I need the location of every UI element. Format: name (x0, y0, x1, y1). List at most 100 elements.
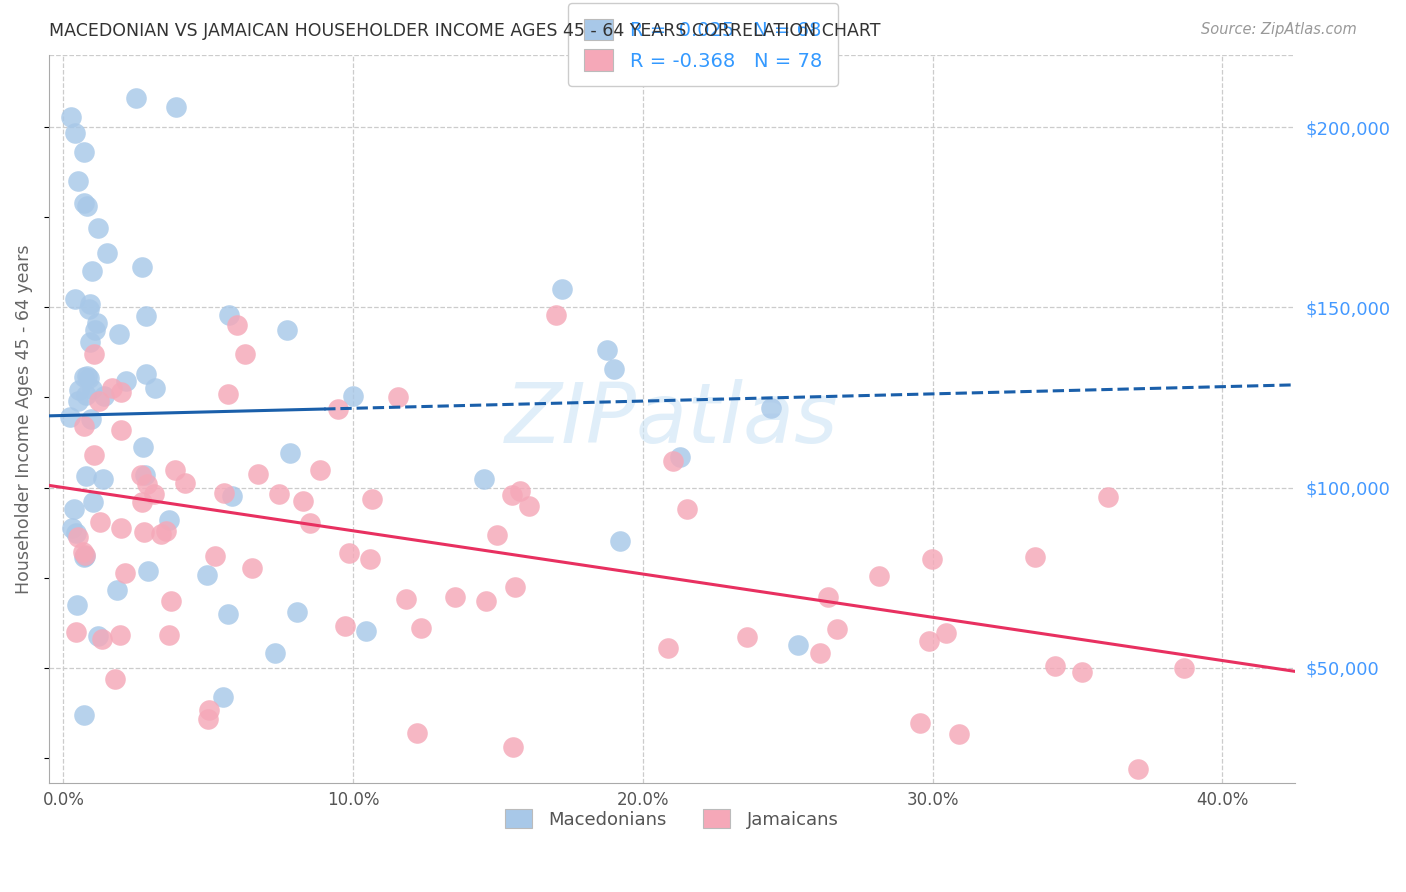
Text: Source: ZipAtlas.com: Source: ZipAtlas.com (1201, 22, 1357, 37)
Point (90, 632, 112, 647)
Point (165, 463, 187, 477)
Point (342, 389, 364, 403)
Point (503, 580, 526, 594)
Point (110, 423, 132, 437)
Point (80, 383, 103, 397)
Point (544, 308, 567, 322)
Point (67, 393, 90, 408)
Point (59, 110, 82, 124)
Point (444, 590, 467, 604)
Point (662, 454, 685, 468)
Point (63, 126, 86, 140)
Point (136, 564, 159, 578)
Point (96, 246, 118, 260)
Point (135, 367, 157, 381)
Point (76, 199, 98, 213)
Text: ZIPatlas: ZIPatlas (505, 378, 839, 459)
Point (502, 739, 524, 754)
Point (825, 622, 848, 636)
Point (101, 381, 124, 395)
Point (1071, 665, 1094, 679)
Point (657, 640, 679, 655)
Point (948, 726, 970, 740)
Y-axis label: Householder Income Ages 45 - 64 years: Householder Income Ages 45 - 64 years (15, 244, 32, 594)
Point (1097, 490, 1119, 504)
Point (91, 472, 114, 486)
Point (735, 630, 758, 644)
Point (105, 583, 128, 598)
Point (63, 292, 86, 306)
Point (242, 561, 264, 575)
Point (474, 472, 496, 486)
Point (145, 381, 167, 395)
Point (75, 468, 97, 483)
Point (79, 297, 101, 311)
Point (204, 549, 226, 564)
Point (868, 569, 890, 583)
Point (808, 646, 831, 660)
Point (73, 195, 96, 210)
Point (73, 549, 96, 563)
Point (83, 346, 105, 360)
Point (174, 475, 197, 490)
Point (609, 533, 631, 548)
Point (221, 489, 243, 503)
Point (63, 502, 86, 516)
Point (84, 323, 107, 337)
Point (291, 494, 314, 508)
Point (359, 552, 381, 566)
Point (299, 516, 322, 531)
Point (669, 450, 692, 465)
Point (82, 495, 104, 509)
Point (474, 593, 496, 607)
Point (82, 264, 104, 278)
Point (157, 513, 180, 527)
Point (675, 501, 697, 516)
Point (72, 418, 94, 433)
Point (387, 390, 409, 404)
Point (326, 402, 349, 417)
Point (79, 335, 101, 350)
Point (501, 488, 523, 502)
Point (150, 526, 173, 541)
Point (596, 343, 619, 358)
Point (77, 301, 100, 316)
Point (73, 707, 96, 722)
Point (114, 566, 136, 581)
Point (79, 412, 101, 426)
Point (409, 620, 432, 634)
Point (135, 309, 157, 323)
Point (131, 260, 153, 275)
Point (132, 524, 155, 539)
Legend: Macedonians, Jamaicans: Macedonians, Jamaicans (498, 802, 845, 836)
Point (86, 316, 108, 330)
Point (246, 467, 269, 481)
Point (76, 368, 98, 383)
Point (817, 590, 839, 604)
Point (115, 374, 138, 388)
Point (285, 606, 308, 620)
Point (267, 487, 290, 501)
Point (66, 598, 89, 612)
Point (66, 174, 89, 188)
Point (218, 309, 240, 323)
Point (110, 521, 132, 535)
Point (509, 483, 531, 498)
Point (143, 487, 166, 501)
Point (395, 591, 418, 606)
Point (134, 468, 156, 483)
Point (278, 446, 301, 460)
Point (73, 145, 96, 160)
Point (93, 389, 115, 403)
Point (217, 386, 239, 401)
Point (110, 385, 132, 400)
Point (75, 548, 97, 562)
Point (73, 550, 96, 565)
Point (360, 492, 382, 507)
Point (333, 619, 356, 633)
Point (89, 515, 111, 529)
Point (195, 568, 218, 582)
Text: MACEDONIAN VS JAMAICAN HOUSEHOLDER INCOME AGES 45 - 64 YEARS CORRELATION CHART: MACEDONIAN VS JAMAICAN HOUSEHOLDER INCOM… (49, 22, 880, 40)
Point (217, 607, 239, 622)
Point (337, 546, 360, 560)
